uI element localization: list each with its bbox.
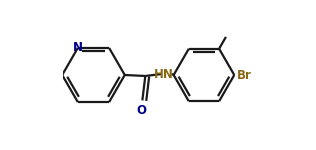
Text: N: N — [73, 41, 83, 54]
Text: Br: Br — [237, 69, 252, 81]
Text: HN: HN — [154, 68, 174, 81]
Text: O: O — [137, 104, 146, 117]
